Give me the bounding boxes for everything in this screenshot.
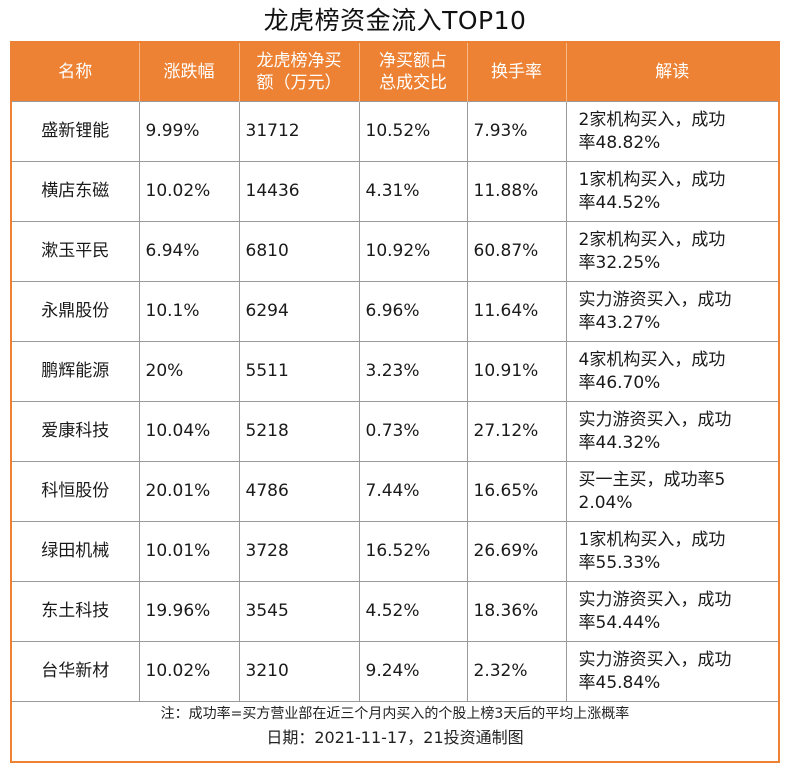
net-buy-ratio: 4.31% [358,161,468,222]
stock-name: 爱康科技 [12,401,140,462]
stock-name: 东土科技 [12,581,140,642]
table-footer: 注：成功率=买方营业部在近三个月内买入的个股上榜3天后的平均上涨概率 日期：20… [12,703,778,751]
table-row: 绿田机械 10.01% 3728 16.52% 26.69% 1家机构买入，成功… [12,521,778,582]
change-pct: 10.1% [138,281,240,342]
net-buy-ratio: 10.92% [358,221,468,282]
stock-name: 台华新材 [12,641,140,702]
net-buy-amount: 31712 [238,101,360,162]
turnover-rate: 7.93% [466,101,567,162]
turnover-rate: 11.88% [466,161,567,222]
turnover-rate: 60.87% [466,221,567,282]
stock-name: 盛新锂能 [12,101,140,162]
table-row: 台华新材 10.02% 3210 9.24% 2.32% 实力游资买入，成功 率4… [12,641,778,702]
table-row: 科恒股份 20.01% 4786 7.44% 16.65% 买一主买，成功率5 2… [12,461,778,522]
stock-name: 绿田机械 [12,521,140,582]
header-comment: 解读 [565,43,778,102]
net-buy-ratio: 6.96% [358,281,468,342]
table-frame: 名称 涨跌幅 龙虎榜净买 额（万元） 净买额占 总成交比 换手率 解读 盛新锂能 9… [10,41,780,763]
interpretation: 2家机构买入，成功 率48.82% [565,101,778,162]
interpretation: 实力游资买入，成功 率54.44% [565,581,778,642]
header-ratio: 净买额占 总成交比 [358,43,467,102]
table-row: 爱康科技 10.04% 5218 0.73% 27.12% 实力游资买入，成功率… [12,401,778,462]
header-turnover: 换手率 [466,43,566,102]
change-pct: 10.02% [138,641,240,702]
net-buy-ratio: 9.24% [358,641,468,702]
net-buy-ratio: 4.52% [358,581,468,642]
turnover-rate: 10.91% [466,341,567,402]
turnover-rate: 26.69% [466,521,567,582]
header-change: 涨跌幅 [138,43,239,102]
header-row: 名称 涨跌幅 龙虎榜净买 额（万元） 净买额占 总成交比 换手率 解读 [12,43,778,102]
table-row: 鹏辉能源 20% 5511 3.23% 10.91% 4家机构买入，成功 率46.… [12,341,778,402]
net-buy-amount: 3728 [238,521,360,582]
turnover-rate: 27.12% [466,401,567,462]
net-buy-amount: 5511 [238,341,360,402]
turnover-rate: 2.32% [466,641,567,702]
change-pct: 6.94% [138,221,240,282]
interpretation: 实力游资买入，成功 率43.27% [565,281,778,342]
table-row: 东土科技 19.96% 3545 4.52% 18.36% 实力游资买入，成功率… [12,581,778,642]
net-buy-amount: 4786 [238,461,360,522]
interpretation: 实力游资买入，成功 率45.84% [565,641,778,702]
change-pct: 20.01% [138,461,240,522]
header-name: 名称 [12,43,139,102]
interpretation: 实力游资买入，成功 率44.32% [565,401,778,462]
net-buy-ratio: 7.44% [358,461,468,522]
interpretation: 1家机构买入，成功 率44.52% [565,161,778,222]
stock-name: 科恒股份 [12,461,140,522]
net-buy-amount: 3210 [238,641,360,702]
change-pct: 19.96% [138,581,240,642]
change-pct: 20% [138,341,240,402]
net-buy-amount: 6810 [238,221,360,282]
net-buy-amount: 3545 [238,581,360,642]
top10-table: 名称 涨跌幅 龙虎榜净买 额（万元） 净买额占 总成交比 换手率 解读 盛新锂能 9… [12,43,778,702]
change-pct: 10.02% [138,161,240,222]
change-pct: 10.01% [138,521,240,582]
table-row: 漱玉平民 6.94% 6810 10.92% 60.87% 2家机构买入，成功率… [12,221,778,282]
stock-name: 漱玉平民 [12,221,140,282]
footnote: 注：成功率=买方营业部在近三个月内买入的个股上榜3天后的平均上涨概率 [160,706,630,722]
interpretation: 1家机构买入，成功 率55.33% [565,521,778,582]
header-net-buy: 龙虎榜净买 额（万元） [238,43,359,102]
stock-name: 鹏辉能源 [12,341,140,402]
net-buy-ratio: 10.52% [358,101,468,162]
net-buy-amount: 14436 [238,161,360,222]
turnover-rate: 16.65% [466,461,567,522]
stock-name: 横店东磁 [12,161,140,222]
date-credit: 日期：2021-11-17，21投资通制图 [266,728,524,747]
interpretation: 4家机构买入，成功 率46.70% [565,341,778,402]
turnover-rate: 11.64% [466,281,567,342]
net-buy-amount: 5218 [238,401,360,462]
change-pct: 9.99% [138,101,240,162]
interpretation: 2家机构买入，成功 率32.25% [565,221,778,282]
table-row: 横店东磁 10.02% 14436 4.31% 11.88% 1家机构买入，成功… [12,161,778,222]
page-title: 龙虎榜资金流入TOP10 [263,6,527,35]
net-buy-ratio: 0.73% [358,401,468,462]
stock-name: 永鼎股份 [12,281,140,342]
table-row: 永鼎股份 10.1% 6294 6.96% 11.64% 实力游资买入，成功 率4… [12,281,778,342]
change-pct: 10.04% [138,401,240,462]
turnover-rate: 18.36% [466,581,567,642]
net-buy-ratio: 16.52% [358,521,468,582]
net-buy-amount: 6294 [238,281,360,342]
net-buy-ratio: 3.23% [358,341,468,402]
table-row: 盛新锂能 9.99% 31712 10.52% 7.93% 2家机构买入，成功率… [12,101,778,162]
interpretation: 买一主买，成功率5 2.04% [565,461,778,522]
